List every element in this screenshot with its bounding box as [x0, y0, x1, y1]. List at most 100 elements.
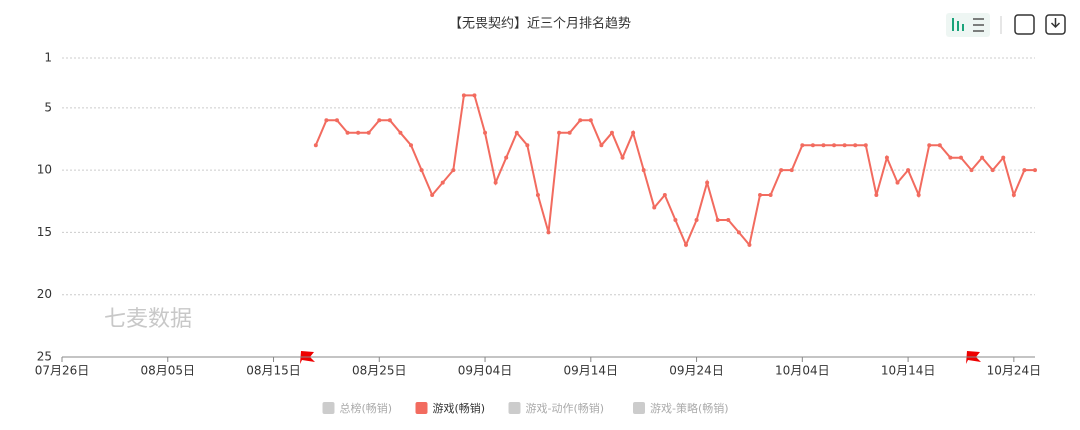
image-button[interactable] — [1014, 14, 1035, 35]
point — [324, 118, 329, 123]
legend-item[interactable]: 游戏-策略(畅销) — [633, 401, 729, 415]
point — [842, 143, 847, 148]
point — [726, 217, 731, 222]
legend-label: 游戏-策略(畅销) — [650, 401, 729, 415]
point — [874, 193, 879, 198]
y-tick-label: 15 — [37, 225, 52, 239]
download-icon — [1050, 18, 1061, 29]
point — [1022, 168, 1027, 173]
point — [884, 155, 889, 160]
watermark: 七麦数据 — [104, 307, 192, 332]
download-button[interactable] — [1045, 14, 1066, 35]
point — [461, 93, 466, 98]
point — [483, 130, 488, 135]
point — [948, 155, 953, 160]
point — [990, 168, 995, 173]
point — [958, 155, 963, 160]
point — [334, 118, 339, 123]
point — [631, 130, 636, 135]
x-tick-label: 10月24日 — [987, 364, 1042, 378]
point — [419, 168, 424, 173]
point — [641, 168, 646, 173]
point — [440, 180, 445, 185]
legend-label: 总榜(畅销) — [340, 401, 393, 415]
point — [546, 230, 551, 235]
x-tick-label: 09月24日 — [669, 364, 724, 378]
point — [683, 242, 688, 247]
legend-swatch — [322, 402, 335, 414]
point — [578, 118, 583, 123]
point — [810, 143, 815, 148]
point — [673, 217, 678, 222]
legend-item[interactable]: 游戏-动作(畅销) — [508, 401, 605, 415]
point — [557, 130, 562, 135]
point — [525, 143, 530, 148]
point — [853, 143, 858, 148]
point — [398, 130, 403, 135]
point — [906, 168, 911, 173]
y-tick-label: 1 — [44, 51, 52, 65]
point — [916, 193, 921, 198]
legend-item[interactable]: 游戏(畅销) — [415, 401, 486, 415]
list-icon — [973, 18, 984, 32]
legend-label: 游戏(畅销) — [433, 401, 486, 415]
y-tick-label: 5 — [44, 100, 52, 114]
point — [366, 130, 371, 135]
x-tick-label: 08月15日 — [246, 364, 301, 378]
point — [599, 143, 604, 148]
point — [1033, 168, 1037, 173]
y-tick-label: 25 — [37, 350, 52, 364]
point — [472, 93, 477, 98]
point — [895, 180, 900, 185]
point — [980, 155, 985, 160]
point — [588, 118, 593, 123]
x-tick-label: 07月26日 — [35, 364, 90, 378]
x-tick-label: 09月14日 — [564, 364, 619, 378]
point — [493, 180, 498, 185]
point — [927, 143, 932, 148]
point — [863, 143, 868, 148]
point — [451, 168, 456, 173]
point — [937, 143, 942, 148]
x-tick-label: 08月05日 — [140, 364, 195, 378]
point — [377, 118, 382, 123]
point — [345, 130, 350, 135]
point — [789, 168, 794, 173]
point — [662, 193, 667, 198]
point — [430, 193, 435, 198]
point — [356, 130, 361, 135]
point — [969, 168, 974, 173]
point — [535, 193, 540, 198]
point — [514, 130, 519, 135]
x-tick-label: 10月04日 — [775, 364, 830, 378]
legend-label: 游戏-动作(畅销) — [526, 401, 605, 415]
point — [609, 130, 614, 135]
point — [567, 130, 572, 135]
point — [832, 143, 837, 148]
point — [694, 217, 699, 222]
point — [409, 143, 414, 148]
legend-swatch — [415, 402, 428, 414]
legend-swatch — [508, 402, 521, 414]
point — [779, 168, 784, 173]
point — [652, 205, 657, 210]
y-tick-label: 20 — [37, 287, 52, 301]
toolbar — [946, 13, 1066, 37]
chart-icon — [952, 18, 964, 31]
point — [715, 217, 720, 222]
point — [1001, 155, 1006, 160]
x-tick-label: 09月04日 — [458, 364, 513, 378]
point — [313, 143, 318, 148]
x-tick-label: 08月25日 — [352, 364, 407, 378]
point — [1011, 193, 1016, 198]
point — [821, 143, 826, 148]
point — [800, 143, 805, 148]
point — [504, 155, 509, 160]
chart-title: 【无畏契约】近三个月排名趋势 — [449, 16, 631, 32]
legend-item[interactable]: 总榜(畅销) — [322, 401, 393, 415]
point — [747, 242, 752, 247]
x-tick-label: 10月14日 — [881, 364, 936, 378]
point — [768, 193, 773, 198]
y-tick-label: 10 — [37, 163, 52, 177]
